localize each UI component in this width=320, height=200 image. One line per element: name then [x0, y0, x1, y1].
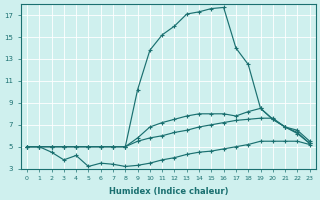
X-axis label: Humidex (Indice chaleur): Humidex (Indice chaleur)	[108, 187, 228, 196]
